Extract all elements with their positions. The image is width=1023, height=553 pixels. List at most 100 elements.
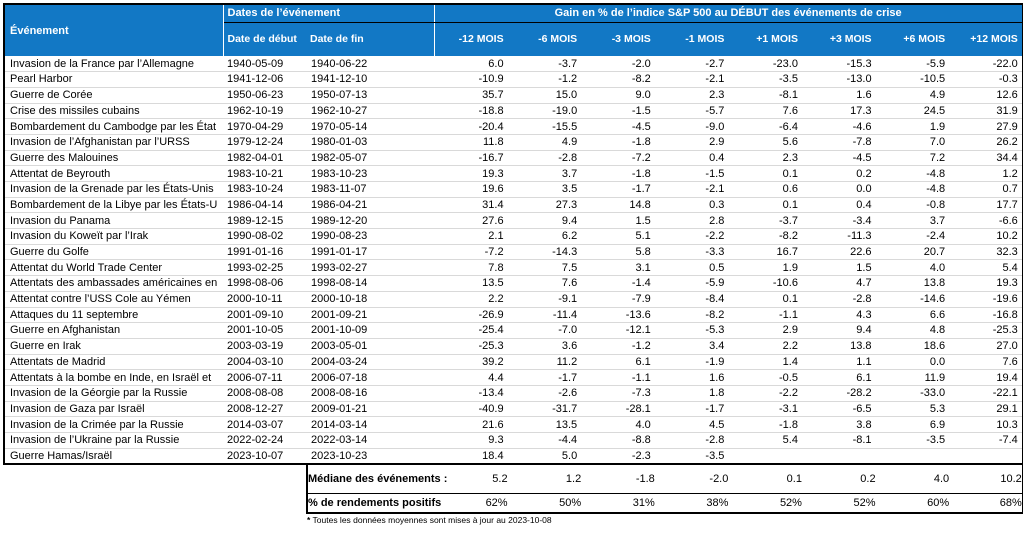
return-cell: -13.4	[434, 385, 508, 402]
return-cell: -6.6	[949, 212, 1023, 230]
return-cell: -1.7	[507, 369, 582, 386]
end-date-cell: 2001-09-21	[307, 307, 434, 324]
return-cell: -11.4	[507, 307, 582, 324]
footnote-text: Toutes les données moyennes sont mises à…	[310, 514, 552, 525]
positive-returns-value: 62%	[485, 497, 508, 510]
return-cell: 1.4	[728, 354, 802, 371]
end-date-cell: 1991-01-17	[307, 244, 434, 261]
table-row: Attentat de Beyrouth 1983-10-21 1983-10-23…	[4, 165, 1023, 182]
return-cell: -7.9	[581, 291, 655, 308]
return-cell: -1.2	[507, 71, 582, 88]
start-date-cell: 1940-05-09	[223, 56, 307, 73]
event-cell: Guerre des Malouines	[4, 150, 223, 167]
table-row: Attentats de Madrid 2004-03-10 2004-03-24 3…	[4, 354, 1023, 371]
table-row: Attaques du 11 septembre 2001-09-10 2001-0…	[4, 307, 1023, 324]
return-cell: 27.6	[434, 212, 508, 230]
event-cell: Guerre en Afghanistan	[4, 322, 223, 339]
table-row: Attentats à la bombe en Inde, en Israël …	[4, 369, 1023, 386]
return-cell: -7.2	[434, 244, 508, 261]
start-date-cell: 1950-06-23	[223, 87, 307, 104]
return-cell: 18.4	[482, 449, 504, 462]
return-cell: -3.5	[728, 71, 802, 88]
positive-returns-value: 50%	[559, 497, 582, 510]
return-cell: 19.3	[949, 275, 1023, 292]
return-cell: -1.7	[581, 181, 655, 198]
return-cell: 11.8	[434, 134, 508, 151]
return-cell: 3.6	[507, 338, 582, 355]
return-cell: -7.0	[507, 322, 582, 339]
median-value: -1.8	[581, 464, 655, 495]
return-cell: 0.4	[801, 197, 876, 214]
start-date-cell: 2022-02-24	[223, 432, 307, 449]
start-date-cell: 1983-10-24	[223, 181, 307, 198]
return-cell: -22.1	[949, 385, 1023, 402]
positive-returns-value: 60%	[927, 497, 950, 510]
column-header-event: Événement	[4, 4, 224, 56]
return-cell: -23.0	[728, 56, 802, 73]
return-cell: 0.1	[728, 197, 802, 214]
start-date-cell: 1986-04-14	[223, 197, 307, 214]
return-cell: 7.2	[875, 150, 950, 167]
return-cell: 1.8	[654, 385, 729, 402]
column-header-month-2: -3 MOIS	[581, 22, 655, 56]
return-cell: -7.3	[581, 385, 655, 402]
return-cell: -2.1	[654, 71, 729, 88]
table-row: Guerre des Malouines 1982-04-01 1982-05-07…	[4, 150, 1023, 167]
return-cell: 2.2	[434, 291, 508, 308]
table-row: Bombardement du Cambodge par les État 197…	[4, 118, 1023, 135]
end-date-cell: 2009-01-21	[307, 401, 434, 418]
return-cell: -4.5	[801, 150, 876, 167]
return-cell: 31.9	[949, 103, 1023, 120]
return-cell: 1.6	[654, 369, 729, 386]
return-cell: 6.1	[581, 354, 655, 371]
return-cell: 9.0	[581, 87, 655, 104]
start-date-cell: 2001-09-10	[223, 307, 307, 324]
end-date-cell: 1982-05-07	[307, 150, 434, 167]
return-cell: 6.2	[507, 228, 582, 245]
return-cell: -26.9	[434, 307, 508, 324]
return-cell: 3.5	[507, 181, 582, 198]
return-cell: -1.8	[581, 134, 655, 151]
event-cell: Invasion de la France par l’Allemagne	[4, 56, 223, 73]
return-cell: -1.1	[728, 307, 802, 324]
table-header: Événement Dates de l’événement Gain en %…	[4, 4, 1023, 56]
positive-returns-value: 68%	[999, 497, 1022, 510]
table-row: Invasion de la Grenade par les États-Uni…	[4, 181, 1023, 198]
return-cell: 3.8	[801, 416, 876, 433]
start-date-cell: 1983-10-21	[223, 165, 307, 182]
positive-returns-value: 38%	[706, 497, 729, 510]
return-cell: 34.4	[949, 150, 1023, 167]
event-cell: Guerre en Irak	[4, 338, 223, 355]
return-cell	[876, 448, 950, 464]
end-date-cell: 1980-01-03	[307, 134, 434, 151]
event-cell: Invasion de la Crimée par la Russie	[4, 416, 223, 433]
event-cell: Invasion du Koweït par l’Irak	[4, 228, 223, 245]
return-cell: 2.1	[434, 228, 508, 245]
footnote: * Toutes les données moyennes sont mises…	[307, 514, 1021, 525]
return-cell: 7.8	[434, 259, 508, 277]
event-cell: Bombardement du Cambodge par les État	[4, 118, 223, 135]
return-cell: 0.6	[728, 181, 802, 198]
return-cell: 0.3	[654, 197, 729, 214]
start-date-cell: 1990-08-02	[223, 228, 307, 245]
return-cell: -6.5	[801, 401, 876, 418]
return-cell: -18.8	[434, 103, 508, 120]
return-cell: -2.8	[654, 432, 729, 449]
return-cell: -8.8	[581, 432, 655, 449]
event-cell: Guerre de Corée	[4, 87, 223, 104]
return-cell: 3.4	[654, 338, 729, 355]
return-cell: 10.2	[949, 228, 1023, 245]
return-cell: 27.9	[949, 118, 1023, 135]
return-cell: -3.3	[654, 244, 729, 261]
return-cell: 1.1	[801, 354, 876, 371]
return-cell: 19.3	[434, 165, 508, 182]
column-header-month-6: +6 MOIS	[875, 22, 950, 56]
positive-returns-row: % de rendements positifs 62% 50% 31% 38% 52%…	[307, 494, 1023, 513]
positive-returns-value: 31%	[632, 497, 655, 510]
event-cell: Attaques du 11 septembre	[4, 307, 223, 324]
end-date-cell: 1998-08-14	[307, 275, 434, 292]
crisis-returns-page: Événement Dates de l’événement Gain en %…	[3, 3, 1023, 525]
return-cell: -1.9	[654, 354, 729, 371]
return-cell: 14.8	[581, 197, 655, 214]
event-cell: Invasion de la Grenade par les États-Uni…	[4, 181, 223, 198]
